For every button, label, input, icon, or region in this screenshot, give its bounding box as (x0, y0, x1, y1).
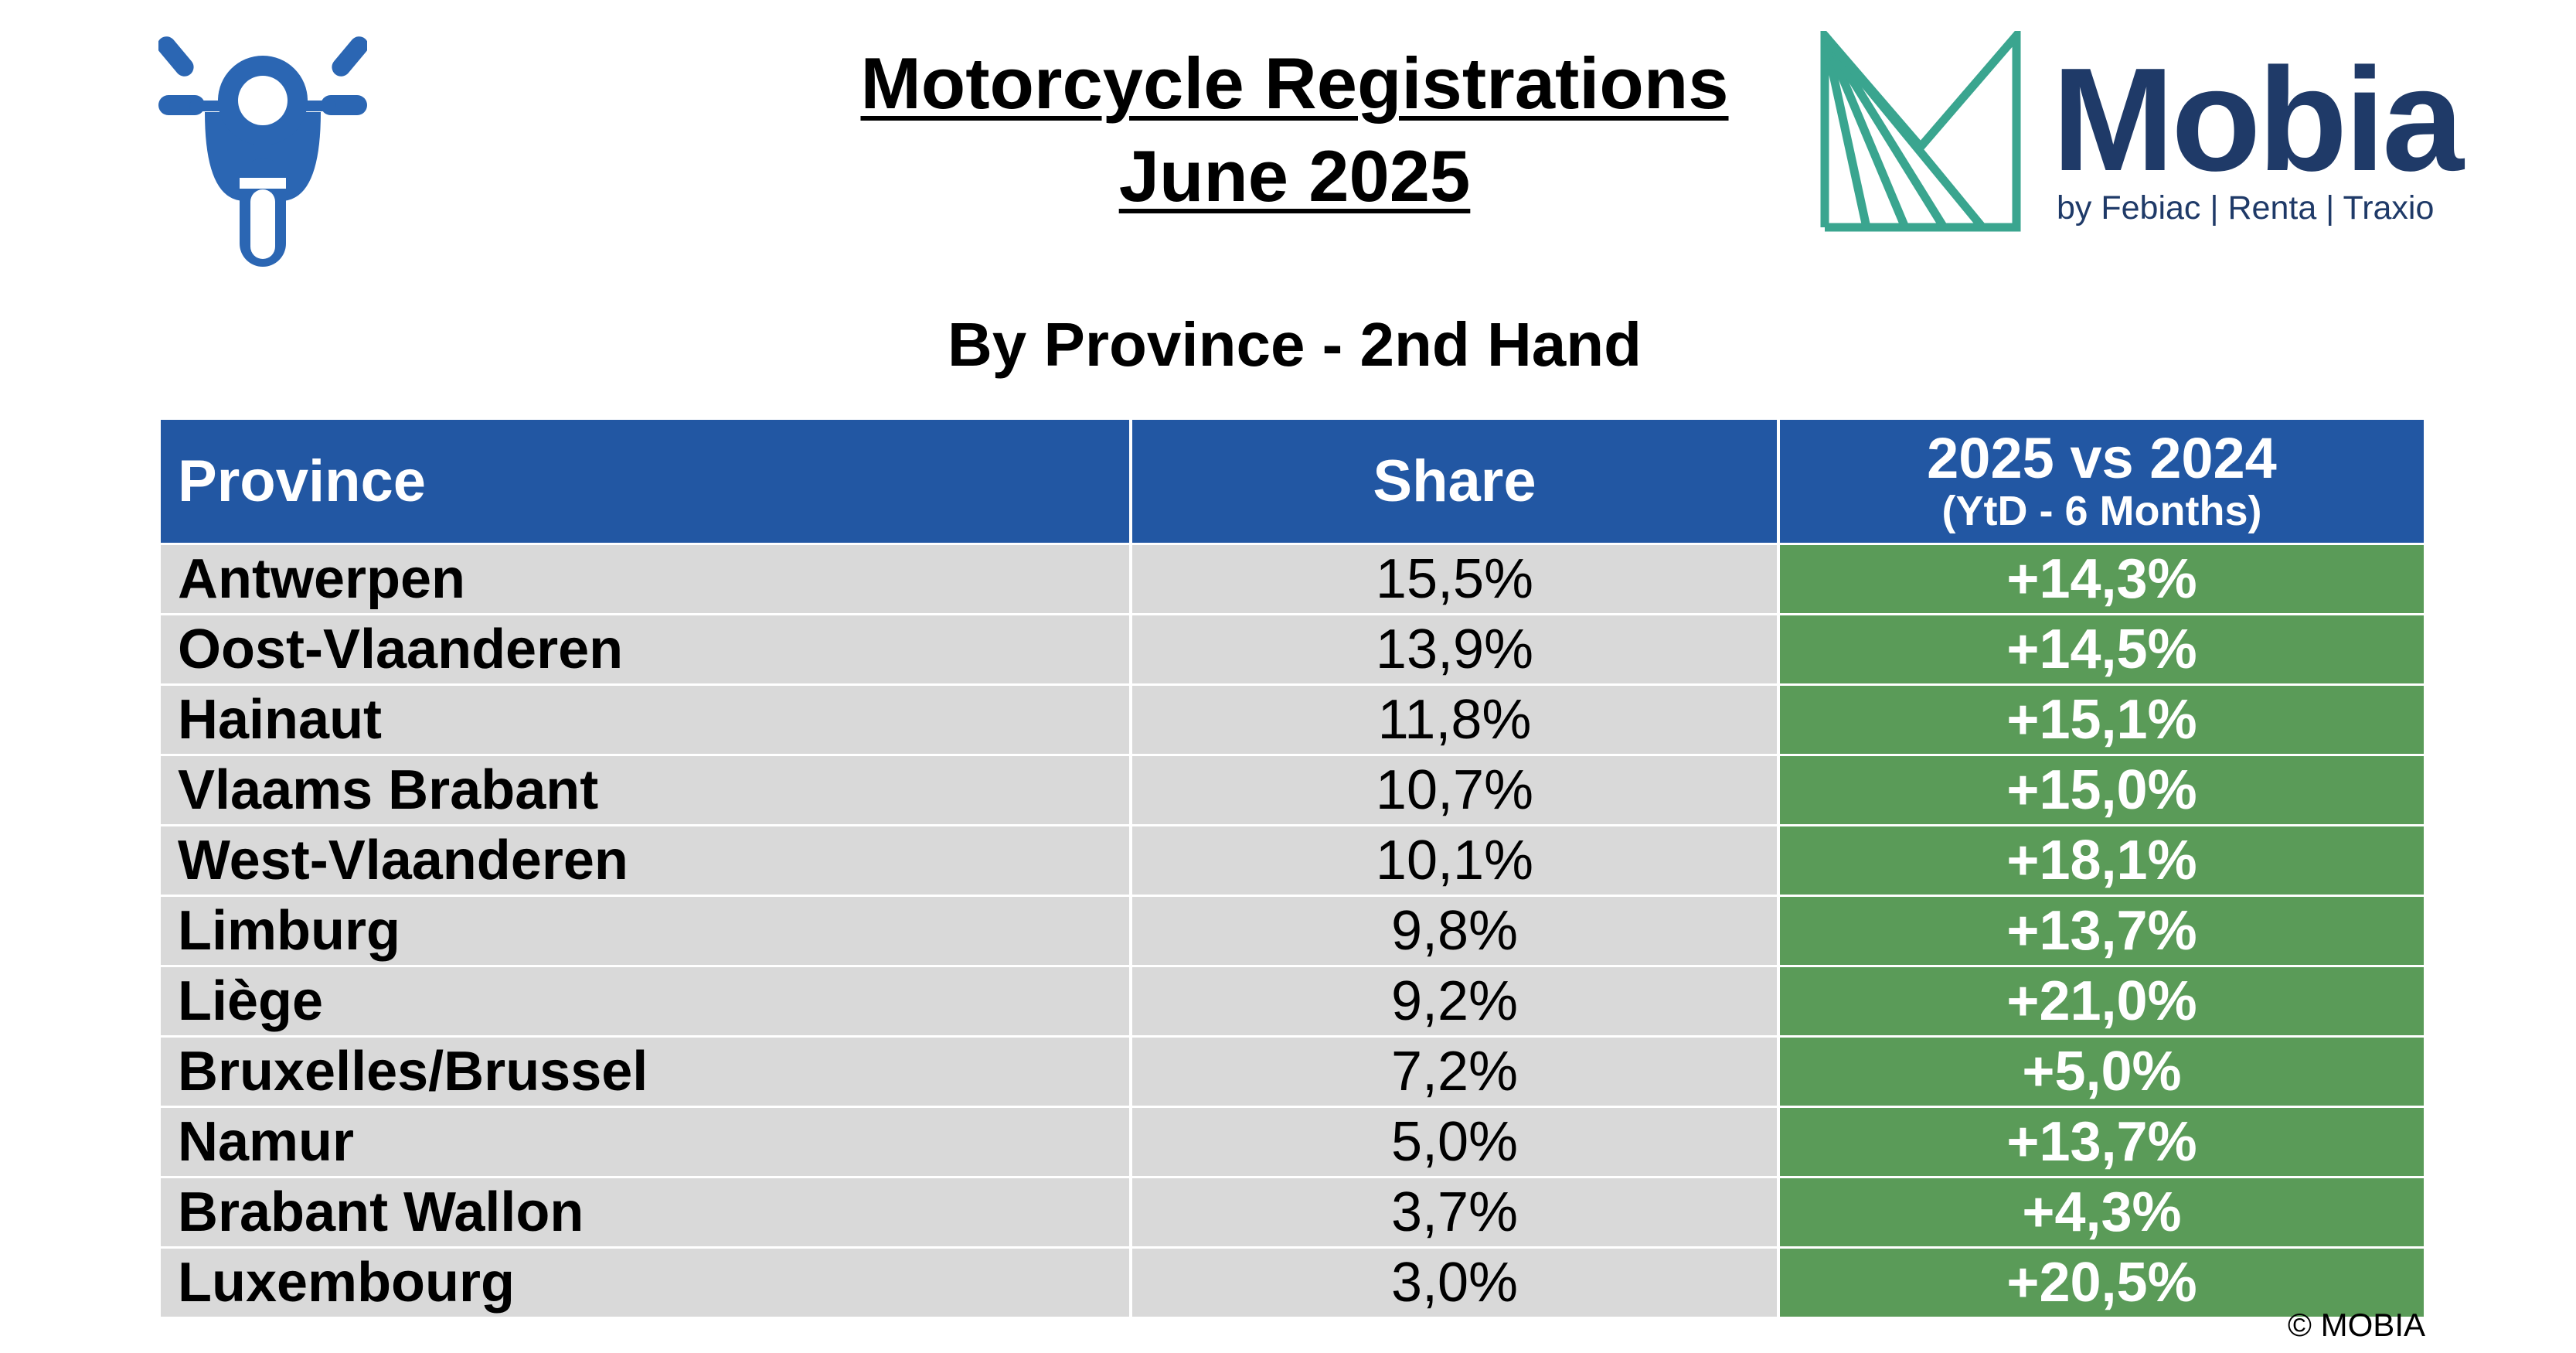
page-title: Motorcycle Registrations June 2025 (696, 37, 1894, 223)
share-cell: 9,8% (1132, 897, 1780, 965)
table-row: Brabant Wallon 3,7% +4,3% (161, 1178, 2424, 1249)
province-cell: Namur (161, 1108, 1132, 1176)
province-cell: West-Vlaanderen (161, 826, 1132, 895)
table-row: Bruxelles/Brussel 7,2% +5,0% (161, 1038, 2424, 1108)
share-cell: 5,0% (1132, 1108, 1780, 1176)
share-cell: 7,2% (1132, 1038, 1780, 1106)
change-cell: +15,1% (1780, 686, 2424, 754)
change-cell: +21,0% (1780, 967, 2424, 1035)
title-line-1: Motorcycle Registrations (860, 43, 1729, 124)
share-cell: 3,0% (1132, 1249, 1780, 1317)
table-row: Vlaams Brabant 10,7% +15,0% (161, 756, 2424, 826)
change-cell: +14,3% (1780, 545, 2424, 613)
table-row: Limburg 9,8% +13,7% (161, 897, 2424, 967)
province-cell: Oost-Vlaanderen (161, 615, 1132, 683)
logo-tagline: by Febiac | Renta | Traxio (2057, 189, 2435, 227)
share-cell: 10,1% (1132, 826, 1780, 895)
copyright-notice: © MOBIA (2288, 1307, 2425, 1343)
table-body: Antwerpen 15,5% +14,3% Oost-Vlaanderen 13,9%… (161, 545, 2424, 1319)
table-row: Luxembourg 3,0% +20,5% (161, 1249, 2424, 1319)
change-cell: +20,5% (1780, 1249, 2424, 1317)
column-header-province: Province (161, 420, 1132, 543)
title-line-2: June 2025 (1118, 135, 1471, 216)
column-header-change: 2025 vs 2024 (YtD - 6 Months) (1780, 420, 2424, 543)
change-cell: +13,7% (1780, 1108, 2424, 1176)
table-header-row: Province Share 2025 vs 2024 (YtD - 6 Mon… (161, 420, 2424, 545)
province-cell: Limburg (161, 897, 1132, 965)
province-cell: Bruxelles/Brussel (161, 1038, 1132, 1106)
share-cell: 3,7% (1132, 1178, 1780, 1246)
table-row: Antwerpen 15,5% +14,3% (161, 545, 2424, 615)
mobia-logo-mark-icon (1820, 31, 2021, 232)
change-cell: +4,3% (1780, 1178, 2424, 1246)
province-cell: Hainaut (161, 686, 1132, 754)
column-header-change-period: (YtD - 6 Months) (1941, 487, 2262, 534)
change-cell: +14,5% (1780, 615, 2424, 683)
column-header-change-title: 2025 vs 2024 (1927, 425, 2277, 490)
mobia-logo: Mobia by Febiac | Renta | Traxio (1820, 31, 2464, 232)
table-row: Liège 9,2% +21,0% (161, 967, 2424, 1038)
province-cell: Luxembourg (161, 1249, 1132, 1317)
province-cell: Vlaams Brabant (161, 756, 1132, 824)
share-cell: 11,8% (1132, 686, 1780, 754)
table-row: Namur 5,0% +13,7% (161, 1108, 2424, 1178)
section-subtitle: By Province - 2nd Hand (948, 310, 1642, 379)
province-cell: Liège (161, 967, 1132, 1035)
share-cell: 9,2% (1132, 967, 1780, 1035)
logo-wordmark: Mobia (2052, 38, 2464, 202)
share-cell: 15,5% (1132, 545, 1780, 613)
column-header-share: Share (1132, 420, 1780, 543)
share-cell: 13,9% (1132, 615, 1780, 683)
table-row: Oost-Vlaanderen 13,9% +14,5% (161, 615, 2424, 686)
province-cell: Antwerpen (161, 545, 1132, 613)
change-cell: +13,7% (1780, 897, 2424, 965)
table-row: Hainaut 11,8% +15,1% (161, 686, 2424, 756)
province-cell: Brabant Wallon (161, 1178, 1132, 1246)
share-cell: 10,7% (1132, 756, 1780, 824)
change-cell: +5,0% (1780, 1038, 2424, 1106)
change-cell: +15,0% (1780, 756, 2424, 824)
province-table: Province Share 2025 vs 2024 (YtD - 6 Mon… (161, 420, 2424, 1319)
motorcycle-icon (158, 36, 367, 267)
change-cell: +18,1% (1780, 826, 2424, 895)
table-row: West-Vlaanderen 10,1% +18,1% (161, 826, 2424, 897)
